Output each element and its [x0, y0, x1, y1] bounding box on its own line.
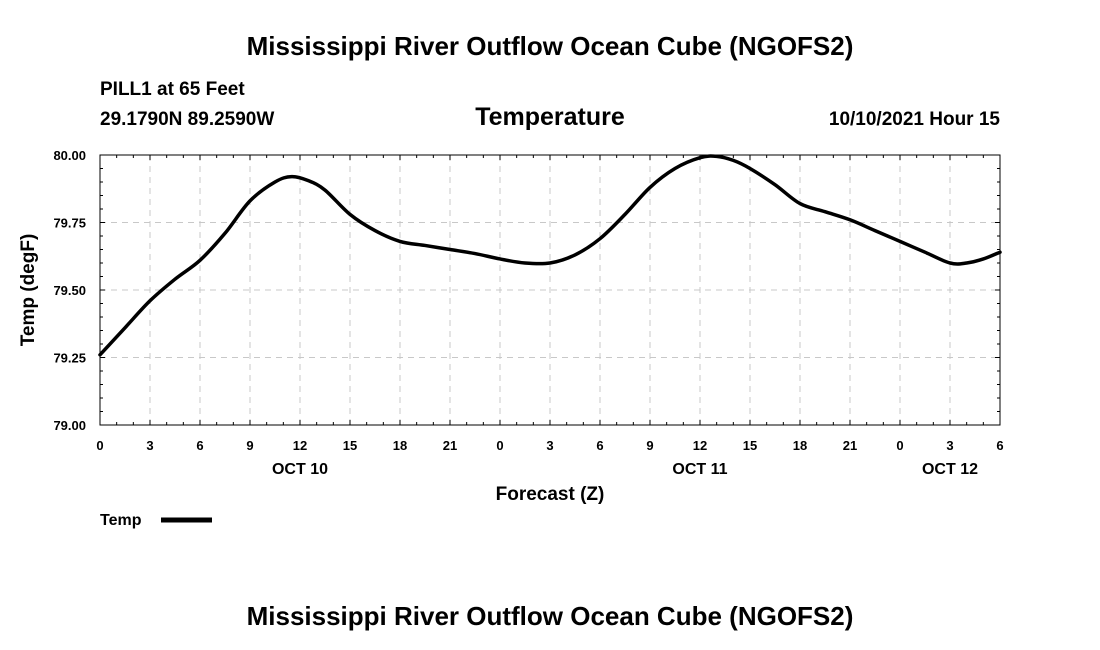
date-label: OCT 11 — [672, 461, 727, 478]
axis-ticks: 0 3 6 9 12 15 18 21 0 3 6 9 12 15 18 21 0 3 6 79.00 79.25 79.… — [53, 148, 1003, 453]
series-layer — [98, 154, 1002, 357]
x-tick-label: 3 — [546, 438, 553, 453]
y-tick-label: 80.00 — [53, 148, 86, 163]
x-tick-label: 12 — [293, 438, 307, 453]
x-axis-title: Forecast (Z) — [496, 484, 605, 505]
x-tick-label: 0 — [96, 438, 103, 453]
chart-title-bottom: Mississippi River Outflow Ocean Cube (NG… — [247, 601, 854, 631]
x-tick-label: 18 — [793, 438, 807, 453]
x-tick-label: 6 — [596, 438, 603, 453]
grid-lines — [100, 155, 1000, 425]
y-tick-label: 79.25 — [53, 351, 86, 366]
x-tick-label: 9 — [646, 438, 653, 453]
x-tick-label: 3 — [146, 438, 153, 453]
x-tick-label: 12 — [693, 438, 707, 453]
y-axis-title: Temp (degF) — [18, 234, 39, 347]
chart-title-top: Mississippi River Outflow Ocean Cube (NG… — [247, 31, 854, 61]
date-label: OCT 12 — [922, 461, 978, 478]
x-tick-label: 21 — [443, 438, 457, 453]
x-tick-label: 15 — [343, 438, 357, 453]
legend-label: Temp — [100, 512, 142, 529]
datetime-label: 10/10/2021 Hour 15 — [829, 109, 1001, 130]
x-tick-label: 3 — [946, 438, 953, 453]
date-labels: OCT 10 OCT 11 OCT 12 — [272, 461, 978, 478]
x-tick-label: 6 — [996, 438, 1003, 453]
x-tick-label: 0 — [896, 438, 903, 453]
chart-subtitle: Temperature — [475, 103, 625, 131]
station-label: PILL1 at 65 Feet — [100, 79, 245, 100]
x-tick-label: 18 — [393, 438, 407, 453]
x-tick-label: 15 — [743, 438, 757, 453]
coordinates-label: 29.1790N 89.2590W — [100, 109, 274, 130]
x-tick-label: 9 — [246, 438, 253, 453]
y-tick-label: 79.00 — [53, 418, 86, 433]
legend: Temp — [100, 512, 212, 529]
x-tick-label: 21 — [843, 438, 857, 453]
x-tick-label: 6 — [196, 438, 203, 453]
y-tick-label: 79.50 — [53, 283, 86, 298]
y-tick-label: 79.75 — [53, 216, 86, 231]
series-line-temp — [98, 154, 1002, 357]
x-tick-label: 0 — [496, 438, 503, 453]
date-label: OCT 10 — [272, 461, 328, 478]
